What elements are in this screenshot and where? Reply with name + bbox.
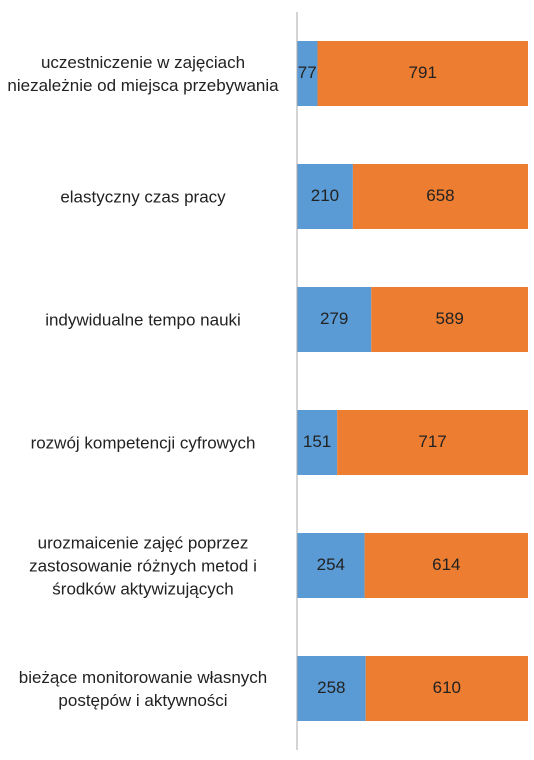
data-label: 610: [433, 678, 461, 697]
data-label: 279: [320, 309, 348, 328]
data-label: 77: [298, 63, 317, 82]
data-label: 658: [426, 186, 454, 205]
bar-segment: [297, 164, 353, 229]
category-label: elastyczny czas pracy: [60, 187, 226, 206]
bar-segment: [297, 533, 365, 598]
data-label: 791: [409, 63, 437, 82]
data-label: 254: [317, 555, 345, 574]
category-label: urozmaicenie zajęć poprzez zastosowanie …: [29, 533, 257, 598]
bar-segment: [297, 656, 366, 721]
category-label: bieżące monitorowanie własnych postępów …: [18, 667, 268, 710]
data-label: 589: [435, 309, 463, 328]
data-label: 210: [311, 186, 339, 205]
bar-segment: [365, 656, 528, 721]
category-label: uczestniczenie w zajęciach niezależnie o…: [7, 52, 279, 95]
data-label: 717: [418, 432, 446, 451]
bar-segment: [352, 164, 528, 229]
bar-segment: [297, 410, 338, 475]
bar-segment: [371, 287, 528, 352]
data-label: 614: [432, 555, 460, 574]
bar-segment: [317, 41, 528, 106]
bar-segment: [364, 533, 528, 598]
category-label: rozwój kompetencji cyfrowych: [30, 433, 256, 452]
data-label: 151: [303, 432, 331, 451]
bar-segment: [297, 287, 372, 352]
bar-segment: [337, 410, 528, 475]
data-label: 258: [317, 678, 345, 697]
category-label: indywidualne tempo nauki: [45, 310, 241, 329]
bar-segment: [297, 41, 318, 106]
